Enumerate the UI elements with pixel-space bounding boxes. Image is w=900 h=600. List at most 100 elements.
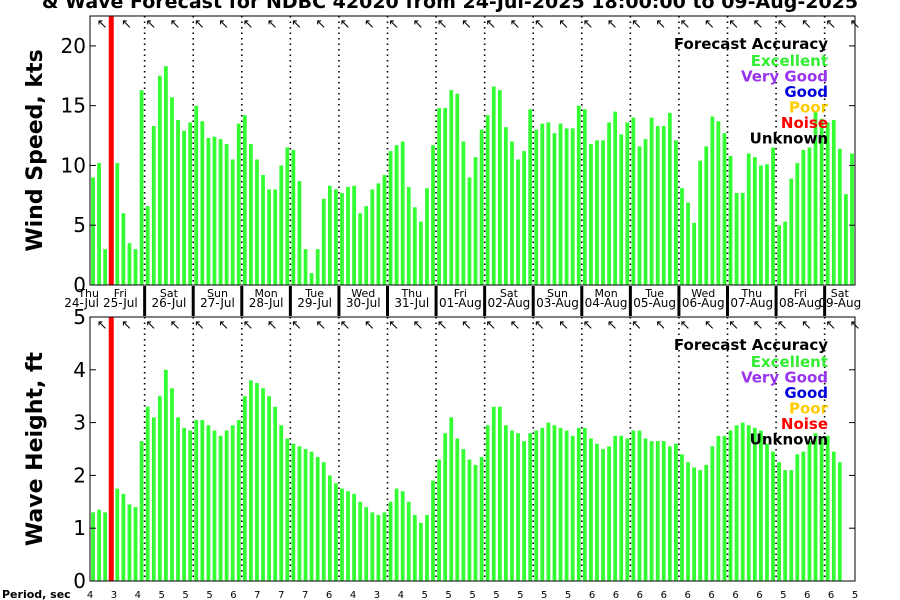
wind-bar <box>837 148 842 285</box>
wind-bar <box>752 157 757 285</box>
wind-bar <box>734 192 739 285</box>
wind-bar <box>394 145 399 285</box>
wind-bar <box>273 189 278 285</box>
wind-direction-arrow: ↖ <box>315 17 326 32</box>
wind-bar <box>564 128 569 285</box>
wave-bar <box>206 425 211 581</box>
day-name-label: Thu <box>740 287 762 300</box>
wave-bar <box>649 441 654 581</box>
wind-direction-arrow: ↖ <box>801 17 812 32</box>
wind-direction-arrow: ↖ <box>242 17 253 32</box>
wave-bar <box>661 441 666 581</box>
wave-bar <box>619 435 624 581</box>
wind-bar <box>467 177 472 285</box>
day-name-label: Sun <box>207 287 228 300</box>
wind-direction-arrow: ↖ <box>631 17 642 32</box>
wave-bar <box>534 430 539 581</box>
wind-plot-frame <box>89 15 856 286</box>
wave-bar <box>212 430 217 581</box>
wind-direction-arrow: ↖ <box>364 17 375 32</box>
wave-bar <box>497 406 502 581</box>
wind-direction-arrow: ↖ <box>680 17 691 32</box>
wind-bar <box>582 109 587 285</box>
wind-direction-arrow: ↖ <box>218 17 229 32</box>
wave-direction-arrow: ↖ <box>461 318 472 333</box>
wind-bar <box>504 127 508 285</box>
wave-legend-item: Very Good <box>741 369 828 387</box>
wind-bar <box>291 149 296 285</box>
period-value: 5 <box>780 590 786 600</box>
wind-bar <box>728 155 733 285</box>
wind-bar <box>151 125 156 286</box>
wave-bar <box>449 417 454 581</box>
wave-bar <box>400 491 405 581</box>
wave-bar <box>315 456 320 581</box>
wind-bar <box>412 207 417 285</box>
period-value: 5 <box>159 590 165 600</box>
wind-bar <box>704 146 709 285</box>
wave-bar <box>801 451 806 581</box>
wave-plot-frame <box>89 316 856 582</box>
wind-bar <box>358 213 363 285</box>
wave-direction-arrow: ↖ <box>97 318 108 333</box>
wave-bar <box>358 501 363 581</box>
wind-bar <box>783 221 788 285</box>
wind-bar <box>364 206 369 285</box>
wave-bar <box>576 427 581 581</box>
wind-bar <box>516 159 520 285</box>
wind-bar <box>321 198 326 285</box>
wind-bar <box>255 159 259 285</box>
wave-bar <box>722 435 727 581</box>
day-name-label: Sun <box>547 287 568 300</box>
wave-bar <box>145 406 150 581</box>
day-name-label: Mon <box>254 287 277 300</box>
wind-bar <box>540 123 545 285</box>
wind-bar <box>206 137 211 285</box>
wave-direction-arrow: ↖ <box>315 318 326 333</box>
wind-bar <box>139 90 144 286</box>
wind-direction-arrow: ↖ <box>728 17 739 32</box>
wind-bar <box>801 149 806 285</box>
wave-bar <box>327 475 332 581</box>
wave-direction-arrow: ↖ <box>242 318 253 333</box>
wind-bar <box>643 139 648 285</box>
wind-bar <box>327 185 332 285</box>
date-label: 26-Jul <box>152 296 187 310</box>
date-label: 06-Aug <box>682 296 725 310</box>
wave-bar <box>255 383 259 581</box>
wave-bar <box>297 446 302 581</box>
wave-bar <box>528 433 533 581</box>
day-name-label: Mon <box>594 287 617 300</box>
wave-bar <box>431 480 435 581</box>
wind-bar <box>303 249 308 285</box>
wave-bar <box>182 427 186 581</box>
wind-bar <box>242 115 247 285</box>
period-value: 4 <box>135 590 141 600</box>
wave-y-tick-label: 3 <box>73 411 86 435</box>
wave-bar <box>552 425 557 581</box>
wind-legend-title: Forecast Accuracy <box>674 35 828 53</box>
wave-direction-arrow: ↖ <box>437 318 448 333</box>
wind-bar <box>267 189 271 285</box>
wave-bar <box>249 380 253 581</box>
wind-bar <box>667 112 672 285</box>
wind-bar <box>91 177 95 285</box>
wind-direction-arrow: ↖ <box>291 17 302 32</box>
date-label: 02-Aug <box>488 296 531 310</box>
wind-bar <box>212 136 217 285</box>
wind-bar <box>831 120 836 285</box>
wave-bar <box>352 493 356 581</box>
wave-direction-arrow: ↖ <box>801 318 812 333</box>
wave-bar <box>510 430 514 581</box>
wind-bar <box>443 108 448 285</box>
wind-bar <box>261 175 265 285</box>
period-value: 7 <box>278 590 284 600</box>
wave-bar <box>570 435 575 581</box>
day-name-label: Sat <box>831 287 850 300</box>
wave-bar <box>176 417 180 581</box>
date-label: 31-Jul <box>394 296 429 310</box>
wind-bar <box>164 66 168 286</box>
wind-bar <box>680 188 684 285</box>
wave-bar <box>388 501 393 581</box>
wave-direction-arrow: ↖ <box>534 318 545 333</box>
